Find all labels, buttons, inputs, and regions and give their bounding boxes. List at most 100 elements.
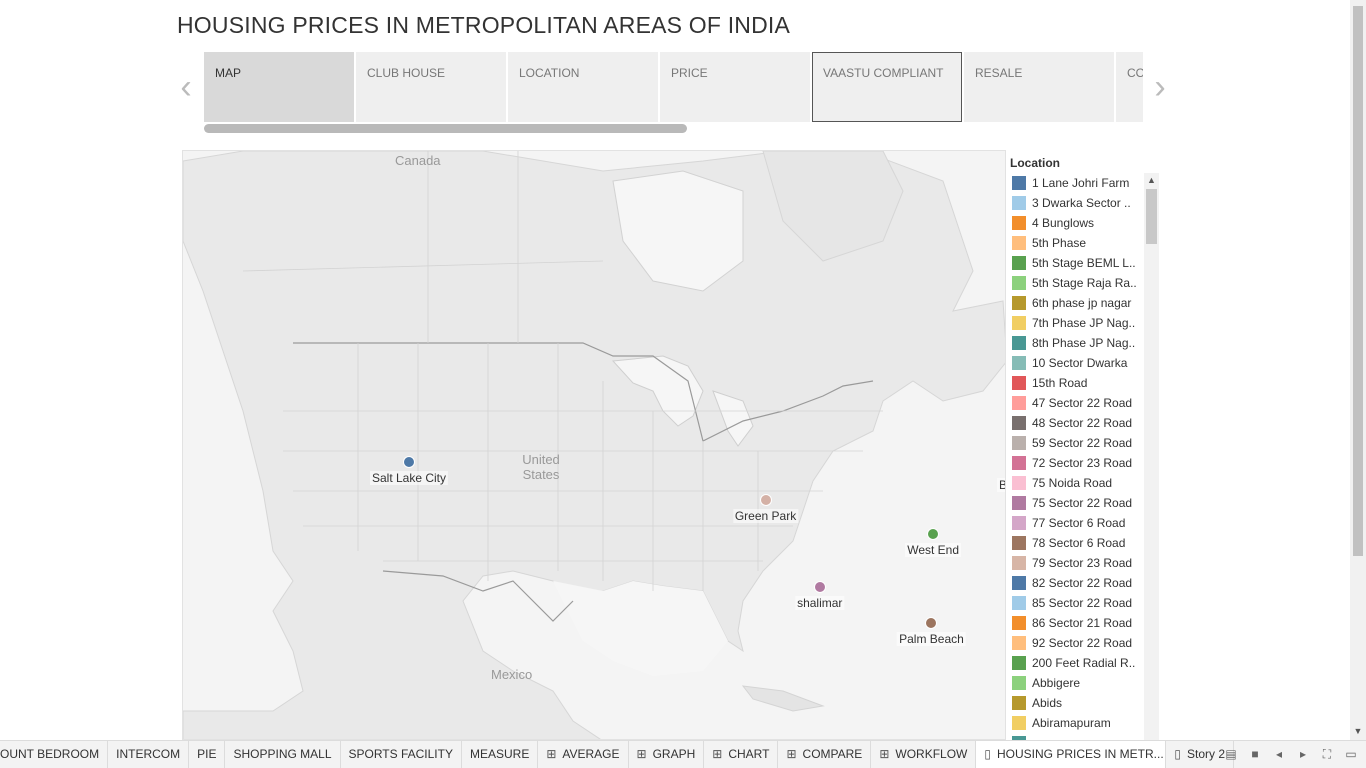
- location-legend: Location 1 Lane Johri Farm 3 Dwarka Secto…: [1008, 150, 1160, 740]
- sheet-tab[interactable]: PIE: [189, 741, 226, 768]
- story-point-tab[interactable]: MAP: [204, 52, 354, 122]
- map-point[interactable]: [759, 493, 772, 506]
- legend-item[interactable]: 48 Sector 22 Road: [1012, 413, 1142, 433]
- legend-label: 79 Sector 23 Road: [1032, 556, 1133, 570]
- fullscreen-icon[interactable]: ⛶: [1322, 747, 1332, 761]
- legend-item[interactable]: 72 Sector 23 Road: [1012, 453, 1142, 473]
- legend-item[interactable]: 77 Sector 6 Road: [1012, 513, 1142, 533]
- legend-swatch: [1012, 496, 1026, 510]
- page-scrollbar[interactable]: ▼: [1350, 0, 1366, 740]
- legend-label: 8th Phase JP Nag..: [1032, 336, 1136, 350]
- legend-swatch: [1012, 476, 1026, 490]
- scroll-down-icon[interactable]: ▼: [1353, 726, 1363, 736]
- legend-item[interactable]: 82 Sector 22 Road: [1012, 573, 1142, 593]
- legend-item[interactable]: 7th Phase JP Nag..: [1012, 313, 1142, 333]
- legend-swatch: [1012, 176, 1026, 190]
- legend-item[interactable]: 200 Feet Radial R..: [1012, 653, 1142, 673]
- legend-label: 78 Sector 6 Road: [1032, 536, 1126, 550]
- legend-item[interactable]: 79 Sector 23 Road: [1012, 553, 1142, 573]
- sheet-tab[interactable]: ⊞ CHART: [704, 741, 779, 768]
- sheet-tab[interactable]: INTERCOM: [108, 741, 190, 768]
- legend-item[interactable]: 5th Stage BEML L..: [1012, 253, 1142, 273]
- sheet-tab[interactable]: SHOPPING MALL: [225, 741, 341, 768]
- legend-label: 1 Lane Johri Farm: [1032, 176, 1130, 190]
- legend-item[interactable]: 86 Sector 21 Road: [1012, 613, 1142, 633]
- legend-item[interactable]: 3 Dwarka Sector ..: [1012, 193, 1142, 213]
- scroll-up-icon[interactable]: ▲: [1147, 175, 1156, 185]
- next-sheet-icon[interactable]: ▸: [1299, 747, 1307, 761]
- map-point[interactable]: [925, 617, 938, 630]
- legend-label: 77 Sector 6 Road: [1032, 516, 1126, 530]
- legend-item[interactable]: 15th Road: [1012, 373, 1142, 393]
- legend-label: 47 Sector 22 Road: [1032, 396, 1133, 410]
- sheet-tab[interactable]: OUNT BEDROOM: [0, 741, 109, 768]
- legend-item[interactable]: Abbigere: [1012, 673, 1142, 693]
- legend-item[interactable]: 6th phase jp nagar: [1012, 293, 1142, 313]
- legend-item[interactable]: 4 Bunglows: [1012, 213, 1142, 233]
- sheet-tab[interactable]: ⊞ GRAPH: [629, 741, 705, 768]
- story-point-tab[interactable]: CLUB HOUSE: [356, 52, 506, 122]
- legend-item[interactable]: 92 Sector 22 Road: [1012, 633, 1142, 653]
- sheet-tab-label: SHOPPING MALL: [233, 747, 332, 761]
- sheet-sorter-icon[interactable]: ▤: [1225, 747, 1237, 761]
- story-point-tab[interactable]: VAASTU COMPLIANT: [812, 52, 962, 122]
- sheet-tab[interactable]: ⊞ WORKFLOW: [871, 741, 977, 768]
- legend-item[interactable]: 10 Sector Dwarka: [1012, 353, 1142, 373]
- legend-item[interactable]: 47 Sector 22 Road: [1012, 393, 1142, 413]
- scrollbar-thumb[interactable]: [204, 124, 687, 133]
- legend-item[interactable]: 1 Lane Johri Farm: [1012, 173, 1142, 193]
- legend-swatch: [1012, 376, 1026, 390]
- legend-scrollbar[interactable]: ▲: [1144, 173, 1159, 740]
- map-view[interactable]: Canada United States Mexico Salt Lake Ci…: [182, 150, 1006, 740]
- legend-item[interactable]: 5th Phase: [1012, 233, 1142, 253]
- filmstrip-icon[interactable]: ■: [1251, 747, 1259, 761]
- legend-swatch: [1012, 236, 1026, 250]
- map-point[interactable]: [403, 456, 415, 468]
- legend-item[interactable]: 75 Sector 22 Road: [1012, 493, 1142, 513]
- legend-swatch: [1012, 256, 1026, 270]
- sheet-tab[interactable]: ⊞ COMPARE: [778, 741, 872, 768]
- legend-label: 5th Stage BEML L..: [1032, 256, 1136, 270]
- chevron-right-icon[interactable]: ›: [1154, 68, 1166, 106]
- scrollbar-thumb[interactable]: [1353, 6, 1363, 556]
- story-point-tab[interactable]: LOCATION: [508, 52, 658, 122]
- legend-item[interactable]: 85 Sector 22 Road: [1012, 593, 1142, 613]
- scrollbar-thumb[interactable]: [1146, 189, 1157, 244]
- sheet-tab[interactable]: SPORTS FACILITY: [341, 741, 462, 768]
- legend-item[interactable]: 8th Phase JP Nag..: [1012, 333, 1142, 353]
- sheet-tab-label: INTERCOM: [116, 747, 181, 761]
- legend-swatch: [1012, 216, 1026, 230]
- story-navigator-scrollbar[interactable]: [204, 124, 1143, 133]
- sheet-tab[interactable]: MEASURE: [462, 741, 539, 768]
- presentation-icon[interactable]: ▭: [1345, 747, 1357, 761]
- story-point-tab[interactable]: PRICE: [660, 52, 810, 122]
- legend-item[interactable]: 59 Sector 22 Road: [1012, 433, 1142, 453]
- map-point[interactable]: [927, 528, 940, 541]
- legend-swatch: [1012, 416, 1026, 430]
- story-point-tab[interactable]: CO: [1116, 52, 1143, 122]
- sheet-tab[interactable]: ⊞ AVERAGE: [538, 741, 629, 768]
- legend-label: 82 Sector 22 Road: [1032, 576, 1133, 590]
- story-point-tab[interactable]: RESALE: [964, 52, 1114, 122]
- legend-item[interactable]: 5th Stage Raja Ra..: [1012, 273, 1142, 293]
- legend-label: 85 Sector 22 Road: [1032, 596, 1133, 610]
- legend-item[interactable]: 78 Sector 6 Road: [1012, 533, 1142, 553]
- legend-swatch: [1012, 516, 1026, 530]
- map-point[interactable]: [813, 580, 826, 593]
- chevron-left-icon[interactable]: ‹: [180, 68, 192, 106]
- legend-item[interactable]: Abiramapuram: [1012, 713, 1142, 733]
- sheet-tab[interactable]: ▯ Story 2: [1166, 741, 1235, 768]
- legend-item[interactable]: Abids: [1012, 693, 1142, 713]
- sheet-tab-label: COMPARE: [802, 747, 863, 761]
- legend-item[interactable]: [1012, 733, 1142, 740]
- legend-label: 59 Sector 22 Road: [1032, 436, 1133, 450]
- legend-swatch: [1012, 696, 1026, 710]
- legend-swatch: [1012, 736, 1026, 740]
- previous-sheet-icon[interactable]: ◂: [1275, 747, 1283, 761]
- sheet-tab[interactable]: ▯ HOUSING PRICES IN METR...: [976, 741, 1167, 768]
- sheet-tab-label: WORKFLOW: [895, 747, 968, 761]
- sheet-tab-label: MEASURE: [469, 747, 530, 761]
- legend-item[interactable]: 75 Noida Road: [1012, 473, 1142, 493]
- legend-swatch: [1012, 356, 1026, 370]
